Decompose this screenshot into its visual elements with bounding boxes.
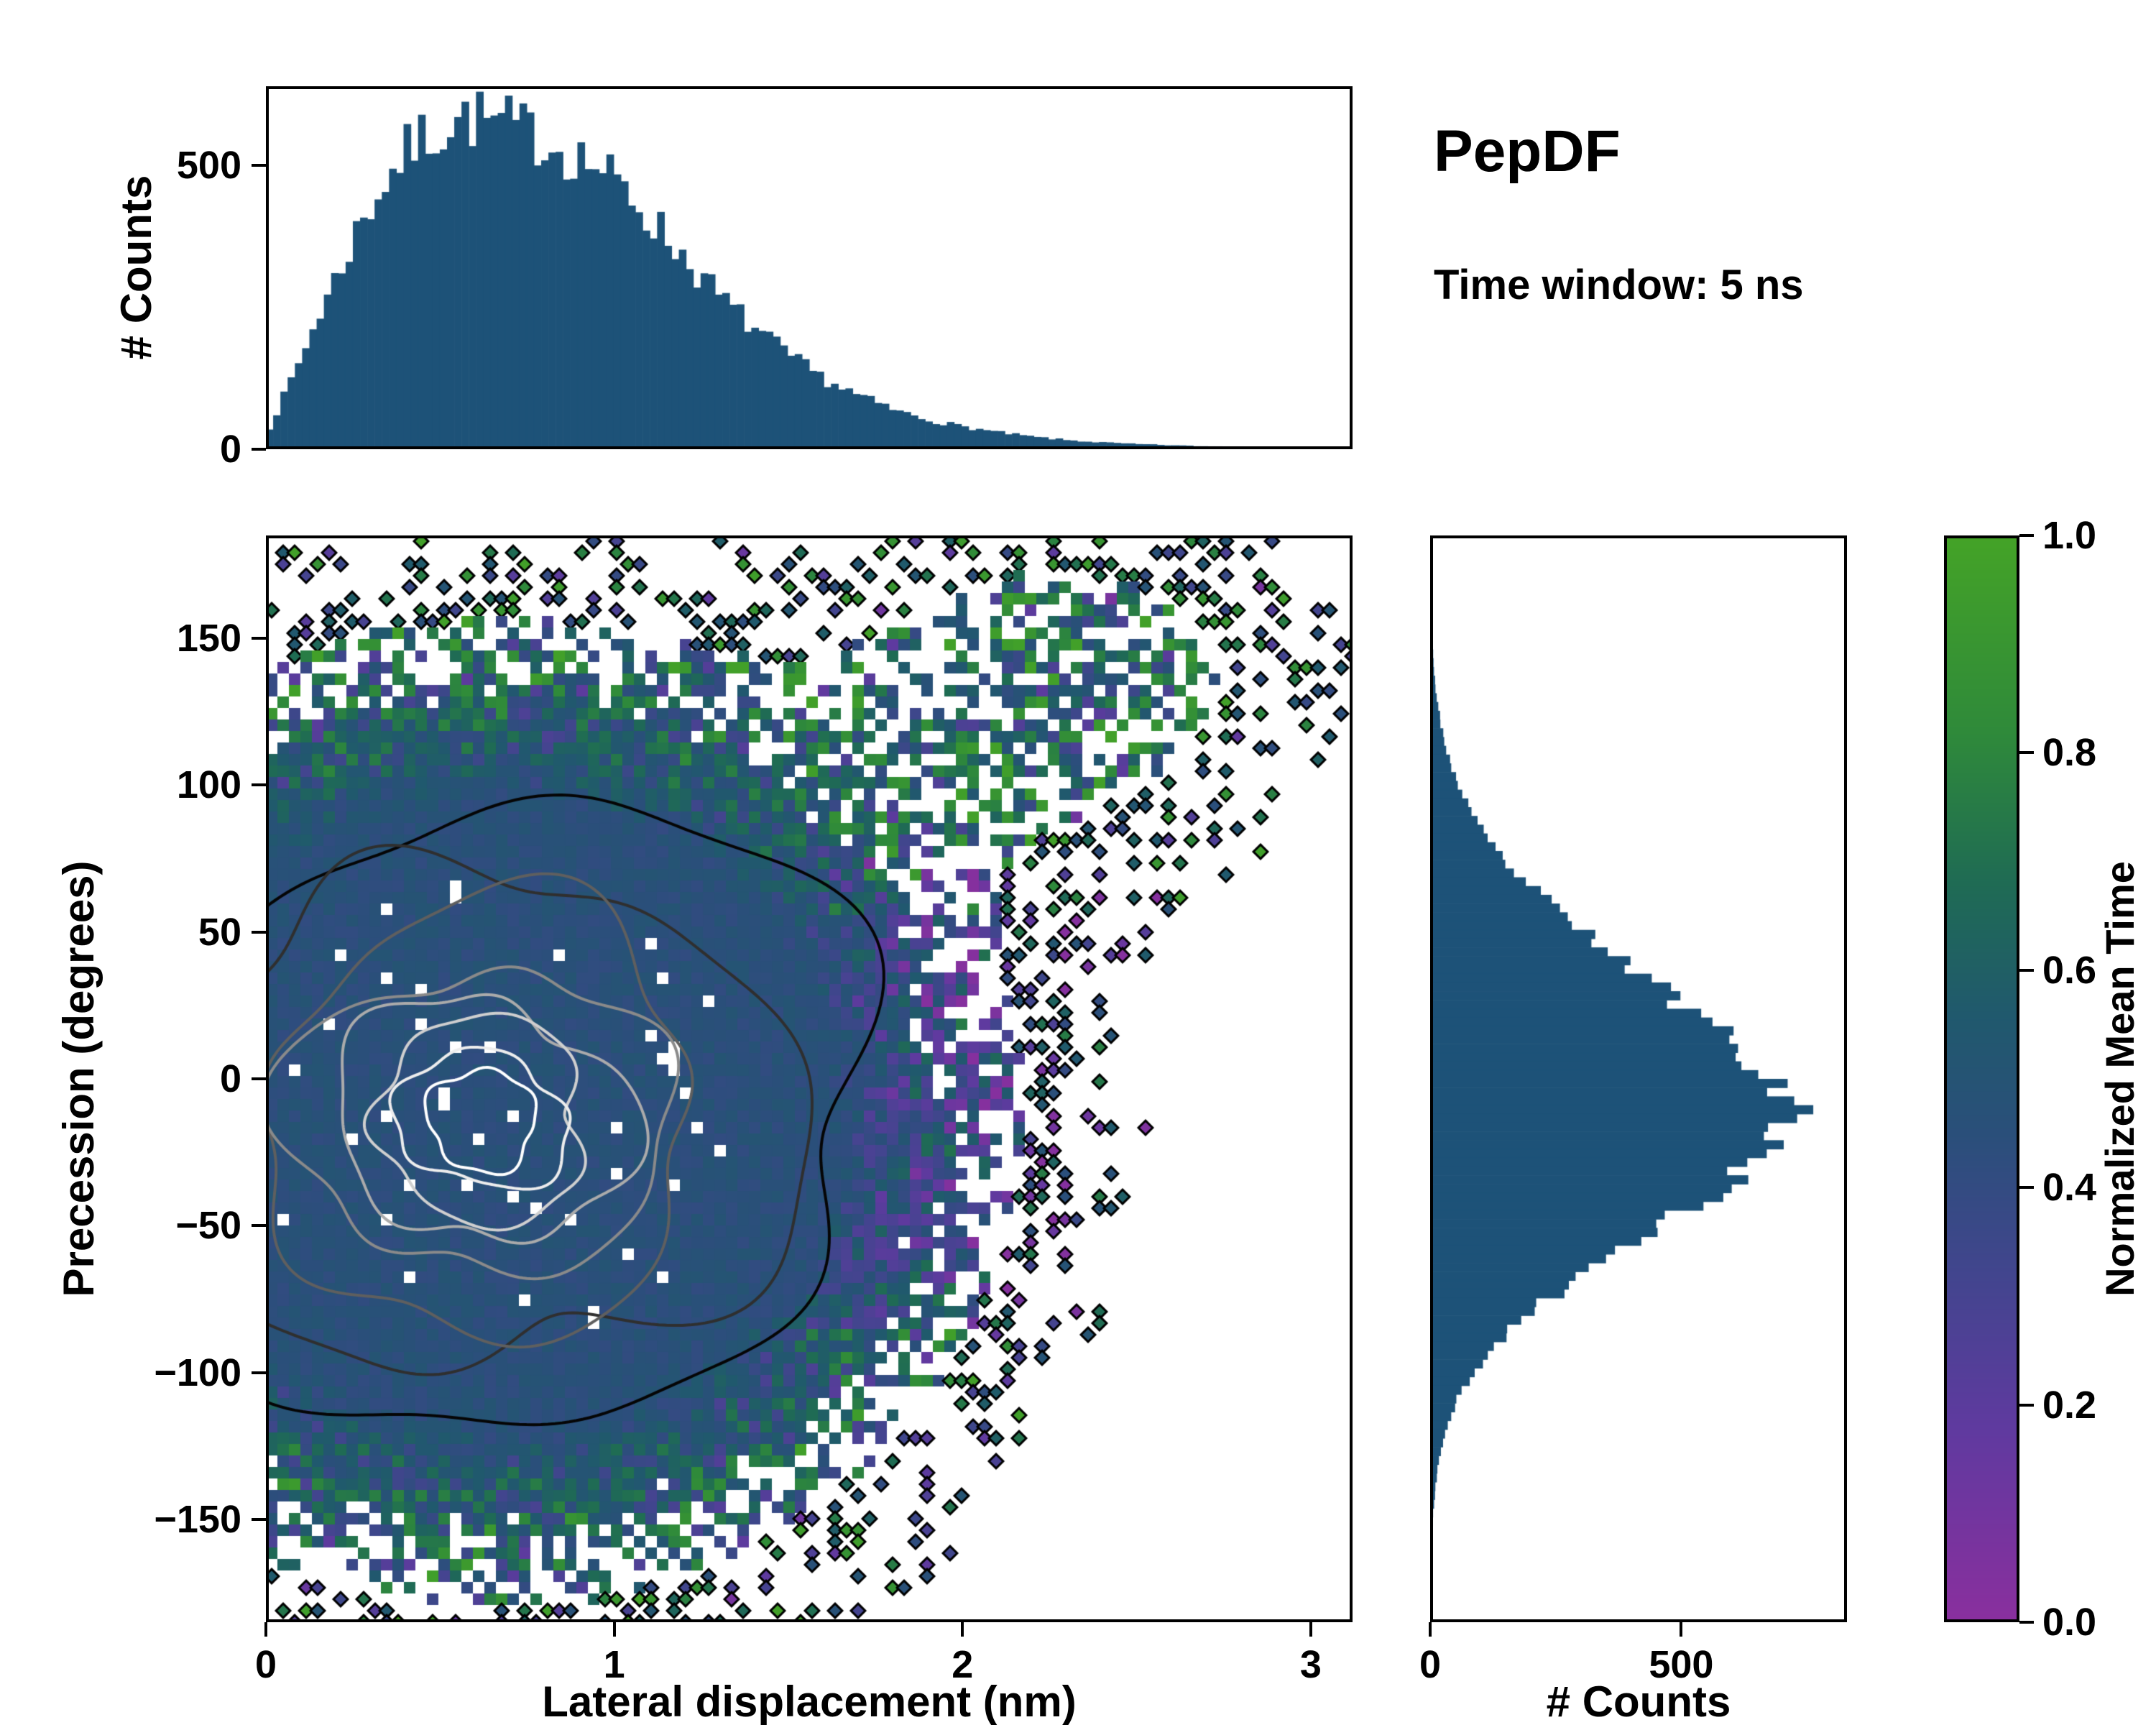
tick-label: −50 <box>175 1204 241 1248</box>
tick-label: 0 <box>219 428 241 471</box>
tick-label: −150 <box>154 1497 241 1541</box>
tick-label: 0 <box>219 1057 241 1100</box>
tick-label: −100 <box>154 1351 241 1394</box>
tick-label: 500 <box>176 144 241 188</box>
tick-mark <box>264 1622 267 1637</box>
tick-label: 150 <box>176 617 241 661</box>
tick-mark <box>252 637 266 640</box>
tick-mark <box>961 1622 964 1637</box>
tick-label: 0.6 <box>2042 948 2097 992</box>
main-heatmap-canvas <box>266 535 1353 1622</box>
colorbar-canvas <box>1944 535 2019 1622</box>
tick-label: 0.8 <box>2042 731 2097 775</box>
tick-label: 1.0 <box>2042 514 2097 557</box>
figure-subtitle: Time window: 5 ns <box>1434 262 1804 308</box>
right-histogram-canvas <box>1430 535 1847 1622</box>
right-hist-xlabel: # Counts <box>1546 1678 1731 1725</box>
tick-label: 500 <box>1649 1643 1714 1686</box>
tick-label: 3 <box>1299 1643 1322 1686</box>
top-histogram-panel <box>266 86 1353 449</box>
colorbar-label: Normalized Mean Time <box>2097 861 2142 1297</box>
tick-label: 1 <box>603 1643 625 1686</box>
tick-mark <box>2019 751 2034 755</box>
tick-mark <box>612 1622 616 1637</box>
tick-mark <box>252 1077 266 1080</box>
colorbar-panel <box>1944 535 2019 1622</box>
tick-label: 0.0 <box>2042 1601 2097 1644</box>
tick-label: 50 <box>198 910 241 954</box>
tick-mark <box>252 783 266 787</box>
main-ylabel: Precession (degrees) <box>55 860 103 1297</box>
tick-mark <box>2019 534 2034 537</box>
tick-mark <box>252 448 266 451</box>
tick-mark <box>1309 1622 1312 1637</box>
main-xlabel: Lateral displacement (nm) <box>542 1678 1077 1725</box>
tick-mark <box>252 1224 266 1228</box>
top-histogram-canvas <box>266 86 1353 449</box>
tick-mark <box>2019 1186 2034 1190</box>
top-hist-ylabel: # Counts <box>112 175 160 360</box>
tick-mark <box>2019 1621 2034 1624</box>
tick-mark <box>2019 968 2034 972</box>
tick-mark <box>2019 1403 2034 1407</box>
tick-label: 0 <box>254 1643 277 1686</box>
tick-mark <box>1429 1622 1432 1637</box>
tick-mark <box>252 930 266 934</box>
tick-mark <box>252 164 266 167</box>
tick-mark <box>252 1517 266 1521</box>
tick-label: 0 <box>1419 1643 1442 1686</box>
figure-title: PepDF <box>1434 119 1621 184</box>
tick-label: 0.4 <box>2042 1166 2097 1210</box>
main-heatmap-panel <box>266 535 1353 1622</box>
tick-label: 100 <box>176 763 241 807</box>
tick-mark <box>1680 1622 1683 1637</box>
tick-label: 2 <box>952 1643 974 1686</box>
tick-mark <box>252 1371 266 1374</box>
right-histogram-panel <box>1430 535 1847 1622</box>
tick-label: 0.2 <box>2042 1383 2097 1427</box>
